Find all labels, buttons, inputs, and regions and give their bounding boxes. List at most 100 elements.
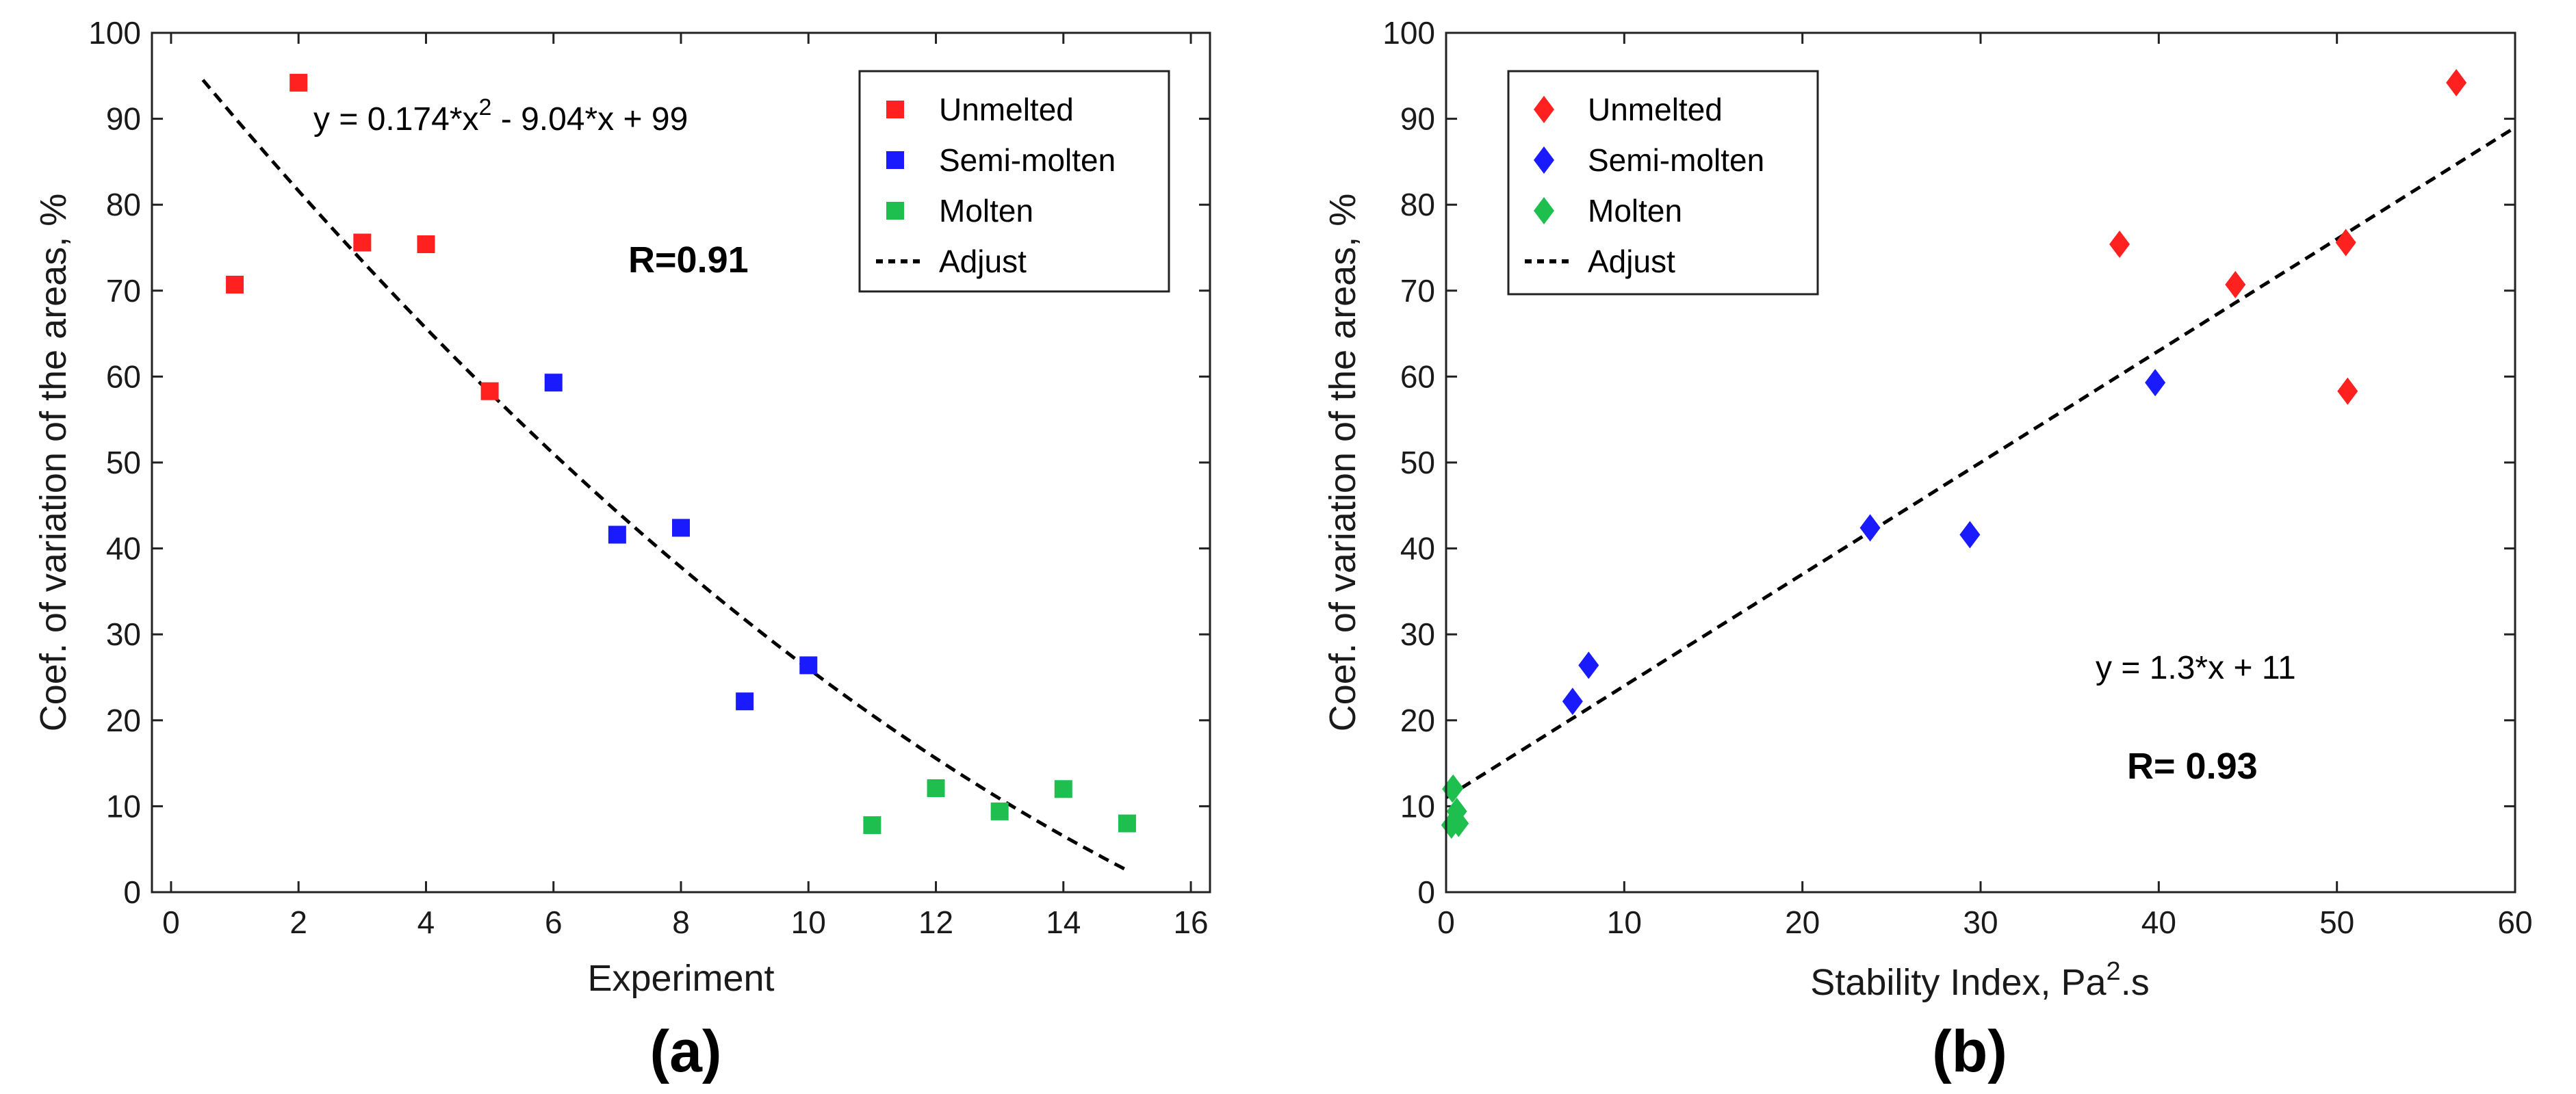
chart-b-y-tick-label: 20 <box>1400 703 1435 738</box>
chart-b-point-molten <box>1448 809 1469 837</box>
chart-b-fit-line <box>1445 126 2516 799</box>
chart-b-y-tick-label: 70 <box>1400 273 1435 309</box>
chart-a-point-unmelted <box>353 233 372 252</box>
chart-a-point-molten <box>863 816 881 835</box>
chart-a-x-tick-label: 2 <box>289 904 307 940</box>
chart-a-legend-label-fit: Adjust <box>939 244 1027 279</box>
chart-a-legend-marker-unmelted <box>886 101 904 118</box>
chart-b-legend: Unmelted Semi-molten Molten Adjust <box>1507 70 1819 296</box>
chart-b-point-semi-molten <box>1578 651 1599 679</box>
chart-a-point-molten <box>927 779 945 798</box>
chart-a-x-tick-label: 14 <box>1046 904 1081 940</box>
chart-a-fit-quadratic <box>201 79 1129 872</box>
chart-a-x-tick-label: 12 <box>918 904 953 940</box>
chart-b-fit-linear <box>1445 126 2516 799</box>
chart-b-legend-marker-molten <box>1534 197 1554 224</box>
chart-b-points <box>1441 68 2467 839</box>
chart-a-legend-marker-semi-molten <box>886 151 904 169</box>
chart-a-x-tick-label: 6 <box>545 904 563 940</box>
chart-b-ticks: 0 10 20 30 40 50 60 0 10 20 30 40 50 60 70 80 90 100 <box>1382 15 2532 940</box>
chart-b-legend-label-unmelted: Unmelted <box>1588 92 1723 127</box>
chart-b-y-tick-label: 10 <box>1400 788 1435 824</box>
chart-a-x-tick-label: 8 <box>672 904 690 940</box>
chart-a-legend-label-semi-molten: Semi-molten <box>939 142 1116 178</box>
chart-a-panel-label: (a) <box>649 1019 721 1084</box>
chart-a-legend: Unmelted Semi-molten Molten Adjust <box>858 70 1170 293</box>
chart-b-point-semi-molten <box>1562 688 1583 716</box>
chart-b-x-tick-label: 10 <box>1607 904 1642 940</box>
chart-b-y-tick-label: 50 <box>1400 445 1435 480</box>
chart-panel-b: 0 10 20 30 40 50 60 0 10 20 30 40 50 60 70 80 90 100 y = … <box>1322 15 2533 1084</box>
chart-a-plot-area <box>151 31 1211 894</box>
chart-b-x-tick-label: 20 <box>1785 904 1820 940</box>
chart-a-point-semi-molten <box>672 519 690 537</box>
chart-a-y-tick-label: 50 <box>106 445 141 480</box>
chart-b-y-tick-label: 30 <box>1400 616 1435 652</box>
chart-a-point-molten <box>1118 814 1136 833</box>
chart-a-y-tick-label: 30 <box>106 616 141 652</box>
chart-a-ticks: 0 2 4 6 8 10 12 14 16 0 10 20 30 40 50 60 70 80 90 100 <box>88 15 1210 940</box>
chart-b-legend-label-molten: Molten <box>1588 193 1682 229</box>
chart-a-point-semi-molten <box>799 656 818 675</box>
chart-b-point-semi-molten <box>1859 514 1881 542</box>
chart-b-x-tick-label: 30 <box>1963 904 1998 940</box>
chart-b-legend-label-fit: Adjust <box>1588 244 1675 279</box>
chart-b-legend-marker-semi-molten <box>1534 146 1554 174</box>
chart-panel-a: 0 2 4 6 8 10 12 14 16 0 10 20 30 40 50 60 70 80 90 100 y = … <box>33 15 1211 1084</box>
chart-b-y-tick-label: 40 <box>1400 531 1435 566</box>
chart-b-point-unmelted <box>2337 377 2358 405</box>
chart-b-y-tick-label: 100 <box>1382 15 1435 51</box>
chart-b-legend-label-semi-molten: Semi-molten <box>1588 142 1764 178</box>
chart-a-y-tick-label: 80 <box>106 187 141 222</box>
chart-b-panel-label: (b) <box>1932 1019 2007 1084</box>
chart-a-x-tick-label: 16 <box>1173 904 1208 940</box>
chart-a-equation: y = 0.174*x2 - 9.04*x + 99 <box>313 94 688 138</box>
chart-a-point-unmelted <box>289 73 308 92</box>
chart-a-y-tick-label: 10 <box>106 788 141 824</box>
chart-a-point-molten <box>1054 780 1072 798</box>
chart-b-x-tick-label: 60 <box>2497 904 2532 940</box>
chart-a-point-semi-molten <box>608 525 626 544</box>
chart-a-points <box>226 73 1136 835</box>
chart-a-y-tick-label: 60 <box>106 359 141 394</box>
chart-b-legend-box <box>1507 70 1819 296</box>
chart-b-y-tick-label: 60 <box>1400 359 1435 394</box>
chart-a-point-semi-molten <box>544 374 563 392</box>
chart-b-point-semi-molten <box>1959 521 1981 549</box>
chart-b-point-unmelted <box>2446 68 2467 96</box>
chart-b-point-unmelted <box>2109 230 2130 258</box>
chart-b-equation: y = 1.3*x + 11 <box>2096 650 2296 686</box>
chart-a-y-tick-label: 90 <box>106 101 141 137</box>
chart-a-point-unmelted <box>480 382 499 400</box>
chart-b-y-tick-label: 0 <box>1417 874 1435 910</box>
chart-a-y-tick-label: 40 <box>106 531 141 566</box>
chart-b-y-tick-label: 80 <box>1400 187 1435 222</box>
chart-a-fit-curve <box>201 79 1129 872</box>
chart-b-x-tick-label: 40 <box>2141 904 2176 940</box>
chart-b-r-value: R= 0.93 <box>2127 746 2258 787</box>
chart-a-y-tick-label: 20 <box>106 703 141 738</box>
chart-b-y-tick-label: 90 <box>1400 101 1435 137</box>
chart-a-legend-label-molten: Molten <box>939 193 1033 229</box>
chart-a-legend-marker-molten <box>886 202 904 220</box>
chart-a-legend-box <box>858 70 1170 293</box>
chart-a-point-unmelted <box>226 276 244 294</box>
chart-b-x-axis-label: Stability Index, Pa2.s <box>1810 957 2149 1003</box>
chart-a-x-axis-label: Experiment <box>587 958 774 999</box>
chart-b-point-semi-molten <box>2145 369 2166 397</box>
chart-a-point-semi-molten <box>736 692 754 711</box>
chart-a-point-molten <box>990 802 1009 820</box>
chart-a-r-value: R=0.91 <box>628 239 749 281</box>
chart-b-legend-marker-unmelted <box>1534 96 1554 123</box>
chart-b-x-tick-label: 0 <box>1437 904 1455 940</box>
chart-a-y-tick-label: 100 <box>88 15 141 51</box>
chart-b-plot-area <box>1445 31 2516 894</box>
chart-a-x-tick-label: 0 <box>162 904 180 940</box>
chart-a-point-unmelted <box>417 235 435 253</box>
chart-a-y-tick-label: 70 <box>106 273 141 309</box>
chart-b-point-molten <box>1442 775 1463 803</box>
chart-a-legend-label-unmelted: Unmelted <box>939 92 1074 127</box>
chart-a-y-axis-label: Coef. of variation of the areas, % <box>33 194 74 731</box>
chart-a-x-tick-label: 4 <box>417 904 435 940</box>
